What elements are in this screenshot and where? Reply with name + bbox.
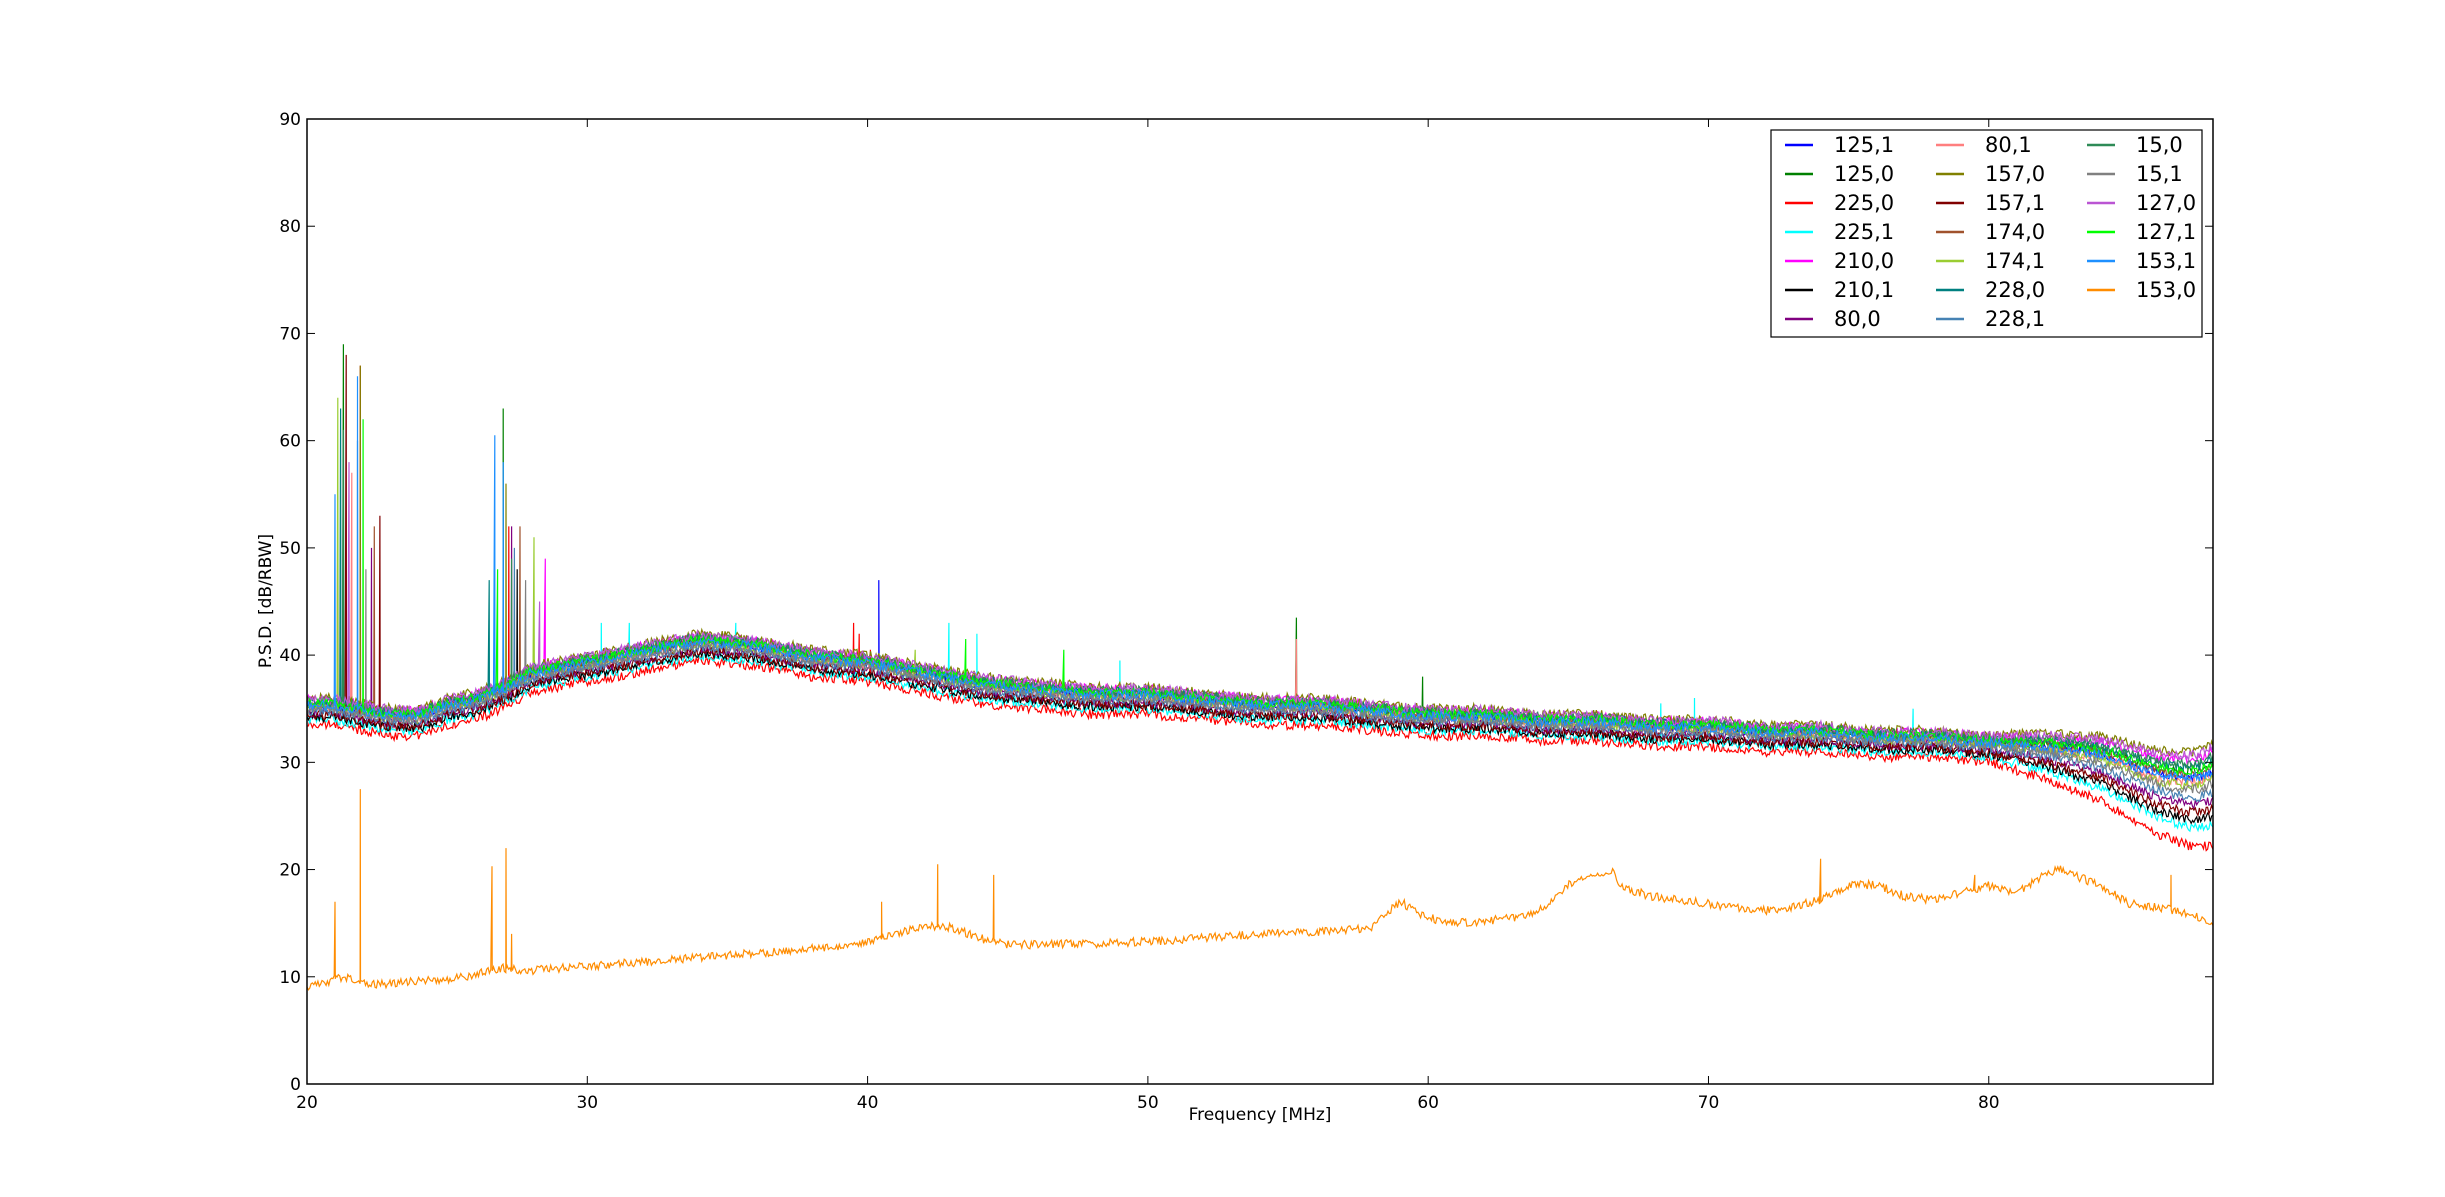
series-line-153-0 [307,789,2213,991]
legend-label: 228,1 [1985,307,2045,331]
y-tick-label: 70 [279,324,301,344]
series-layer [307,344,2213,991]
series-line-157-0 [307,365,2213,757]
legend-item: 174,1 [1936,249,2045,273]
legend-label: 174,1 [1985,249,2045,273]
legend-label: 225,0 [1834,191,1894,215]
legend-box [1770,129,2203,338]
y-tick-label: 10 [279,968,301,988]
x-tick-label: 80 [1978,1093,2000,1113]
legend-label: 15,0 [2136,133,2183,157]
series-line-210-1 [307,569,2213,825]
legend-item: 228,0 [1936,278,2045,302]
legend-label: 153,1 [2136,249,2196,273]
legend-label: 210,0 [1834,249,1894,273]
legend-item: 225,0 [1785,191,1894,215]
legend-label: 174,0 [1985,220,2045,244]
x-tick-label: 20 [296,1093,318,1113]
series-line-225-0 [307,365,2213,852]
legend-item: 15,1 [2087,162,2183,186]
y-tick-label: 80 [279,217,301,237]
x-tick-label: 70 [1698,1093,1720,1113]
axis-ticks: 20 30 40 50 60 70 80 0 10 20 30 40 50 60 70 80 90 [279,110,2213,1113]
y-tick-label: 50 [279,539,301,559]
legend-label: 80,0 [1834,307,1881,331]
legend-label: 210,1 [1834,278,1894,302]
y-tick-label: 0 [290,1075,301,1095]
x-tick-label: 50 [1137,1093,1159,1113]
y-axis-label: P.S.D. [dB/RBW] [256,534,276,668]
legend-item: 174,0 [1936,220,2045,244]
legend: 125,1 125,0 225,0 225,1 210,0 210,1 80,0 80,1 15… [1770,129,2203,338]
legend-item: 157,0 [1936,162,2045,186]
legend-item: 228,1 [1936,307,2045,331]
y-tick-label: 40 [279,646,301,666]
legend-item: 127,0 [2087,191,2196,215]
series-line-153-1 [307,376,2213,784]
legend-item: 210,1 [1785,278,1894,302]
legend-label: 225,1 [1834,220,1894,244]
legend-label: 15,1 [2136,162,2183,186]
legend-item: 127,1 [2087,220,2196,244]
legend-label: 125,0 [1834,162,1894,186]
x-tick-label: 60 [1417,1093,1439,1113]
legend-label: 127,0 [2136,191,2196,215]
y-tick-label: 20 [279,861,301,881]
legend-label: 127,1 [2136,220,2196,244]
legend-item: 153,1 [2087,249,2196,273]
legend-item: 80,1 [1936,133,2032,157]
legend-item: 125,0 [1785,162,1894,186]
legend-item: 125,1 [1785,133,1894,157]
legend-label: 157,0 [1985,162,2045,186]
y-tick-label: 90 [279,110,301,130]
legend-item: 153,0 [2087,278,2196,302]
x-tick-label: 30 [576,1093,598,1113]
legend-item: 157,1 [1936,191,2045,215]
plot-frame [306,118,2214,1085]
series-line-127-0 [307,462,2213,763]
y-tick-label: 60 [279,432,301,452]
y-tick-label: 30 [279,753,301,773]
x-tick-label: 40 [857,1093,879,1113]
legend-item: 80,0 [1785,307,1881,331]
x-axis-label: Frequency [MHz] [1189,1105,1332,1125]
legend-item: 15,0 [2087,133,2183,157]
legend-item: 210,0 [1785,249,1894,273]
legend-item: 225,1 [1785,220,1894,244]
legend-label: 228,0 [1985,278,2045,302]
series-line-15-1 [307,569,2213,795]
legend-label: 153,0 [2136,278,2196,302]
legend-label: 80,1 [1985,133,2032,157]
legend-label: 125,1 [1834,133,1894,157]
series-line-157-1 [307,354,2213,818]
legend-label: 157,1 [1985,191,2045,215]
